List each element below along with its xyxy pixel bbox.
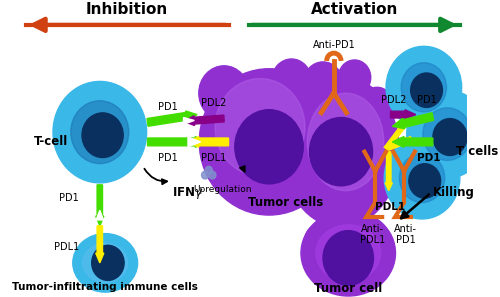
Circle shape	[272, 59, 312, 102]
FancyArrow shape	[385, 152, 392, 191]
Circle shape	[199, 66, 249, 121]
Circle shape	[208, 171, 216, 179]
Circle shape	[305, 225, 332, 254]
FancyArrow shape	[392, 113, 434, 129]
Text: Killing: Killing	[433, 186, 474, 199]
Circle shape	[360, 226, 385, 253]
Text: PDL1: PDL1	[200, 153, 226, 163]
Circle shape	[433, 119, 467, 155]
Circle shape	[338, 60, 370, 95]
FancyArrow shape	[184, 115, 224, 126]
FancyArrow shape	[384, 126, 404, 150]
Ellipse shape	[301, 210, 396, 296]
Text: Inhibition: Inhibition	[86, 2, 168, 17]
Circle shape	[406, 90, 488, 178]
Polygon shape	[188, 137, 200, 147]
Polygon shape	[184, 118, 194, 124]
Circle shape	[400, 154, 444, 203]
FancyArrow shape	[390, 110, 415, 119]
Text: PDL1: PDL1	[54, 242, 79, 252]
Circle shape	[409, 164, 440, 198]
Circle shape	[224, 154, 260, 193]
Circle shape	[423, 108, 472, 160]
Text: Tumor-infiltrating immune cells: Tumor-infiltrating immune cells	[12, 282, 198, 292]
Text: Tumor cells: Tumor cells	[248, 195, 323, 208]
FancyArrow shape	[96, 185, 104, 226]
Circle shape	[361, 87, 393, 122]
Polygon shape	[96, 210, 104, 220]
Text: T cells: T cells	[456, 145, 498, 158]
Circle shape	[308, 137, 348, 180]
FancyArrow shape	[96, 226, 104, 263]
Text: PD1: PD1	[158, 153, 178, 163]
Circle shape	[386, 46, 462, 128]
Circle shape	[71, 101, 129, 164]
Ellipse shape	[73, 234, 138, 292]
Text: Anti-
PD1: Anti- PD1	[394, 224, 417, 245]
Ellipse shape	[282, 76, 400, 227]
FancyArrow shape	[147, 111, 197, 126]
Circle shape	[82, 113, 123, 157]
Circle shape	[310, 118, 372, 186]
Text: IFN$\gamma$: IFN$\gamma$	[172, 185, 204, 201]
Text: Upregulation: Upregulation	[193, 185, 252, 194]
Text: Anti-
PDL1: Anti- PDL1	[360, 224, 385, 245]
Text: Activation: Activation	[311, 2, 398, 17]
Circle shape	[323, 231, 374, 285]
Circle shape	[205, 166, 212, 174]
Circle shape	[310, 257, 336, 284]
Text: PD1: PD1	[158, 102, 178, 112]
Ellipse shape	[316, 225, 380, 281]
Text: PD1: PD1	[60, 192, 79, 203]
Text: Tumor cell: Tumor cell	[314, 282, 382, 295]
Circle shape	[235, 110, 303, 184]
FancyArrow shape	[386, 137, 412, 151]
Circle shape	[361, 148, 393, 183]
Circle shape	[410, 73, 442, 108]
Ellipse shape	[308, 93, 384, 191]
Circle shape	[339, 222, 361, 245]
FancyArrow shape	[188, 137, 228, 147]
Text: PDL1: PDL1	[376, 202, 406, 212]
Circle shape	[92, 245, 124, 280]
Text: Anti-PD1: Anti-PD1	[312, 40, 355, 50]
Ellipse shape	[200, 69, 339, 215]
Circle shape	[384, 137, 460, 219]
Ellipse shape	[82, 243, 128, 282]
Circle shape	[364, 255, 390, 282]
Text: T-cell: T-cell	[34, 135, 68, 148]
Circle shape	[401, 63, 446, 112]
Circle shape	[305, 90, 341, 129]
Text: PDL2: PDL2	[200, 98, 226, 108]
FancyArrow shape	[148, 137, 206, 147]
Text: PD1: PD1	[416, 95, 436, 105]
Circle shape	[303, 62, 343, 105]
Circle shape	[202, 171, 208, 179]
Ellipse shape	[215, 78, 305, 176]
Text: PDL2: PDL2	[380, 95, 406, 105]
Circle shape	[312, 165, 344, 200]
Circle shape	[53, 81, 146, 183]
Text: PD1: PD1	[418, 153, 441, 163]
FancyArrow shape	[392, 137, 433, 147]
